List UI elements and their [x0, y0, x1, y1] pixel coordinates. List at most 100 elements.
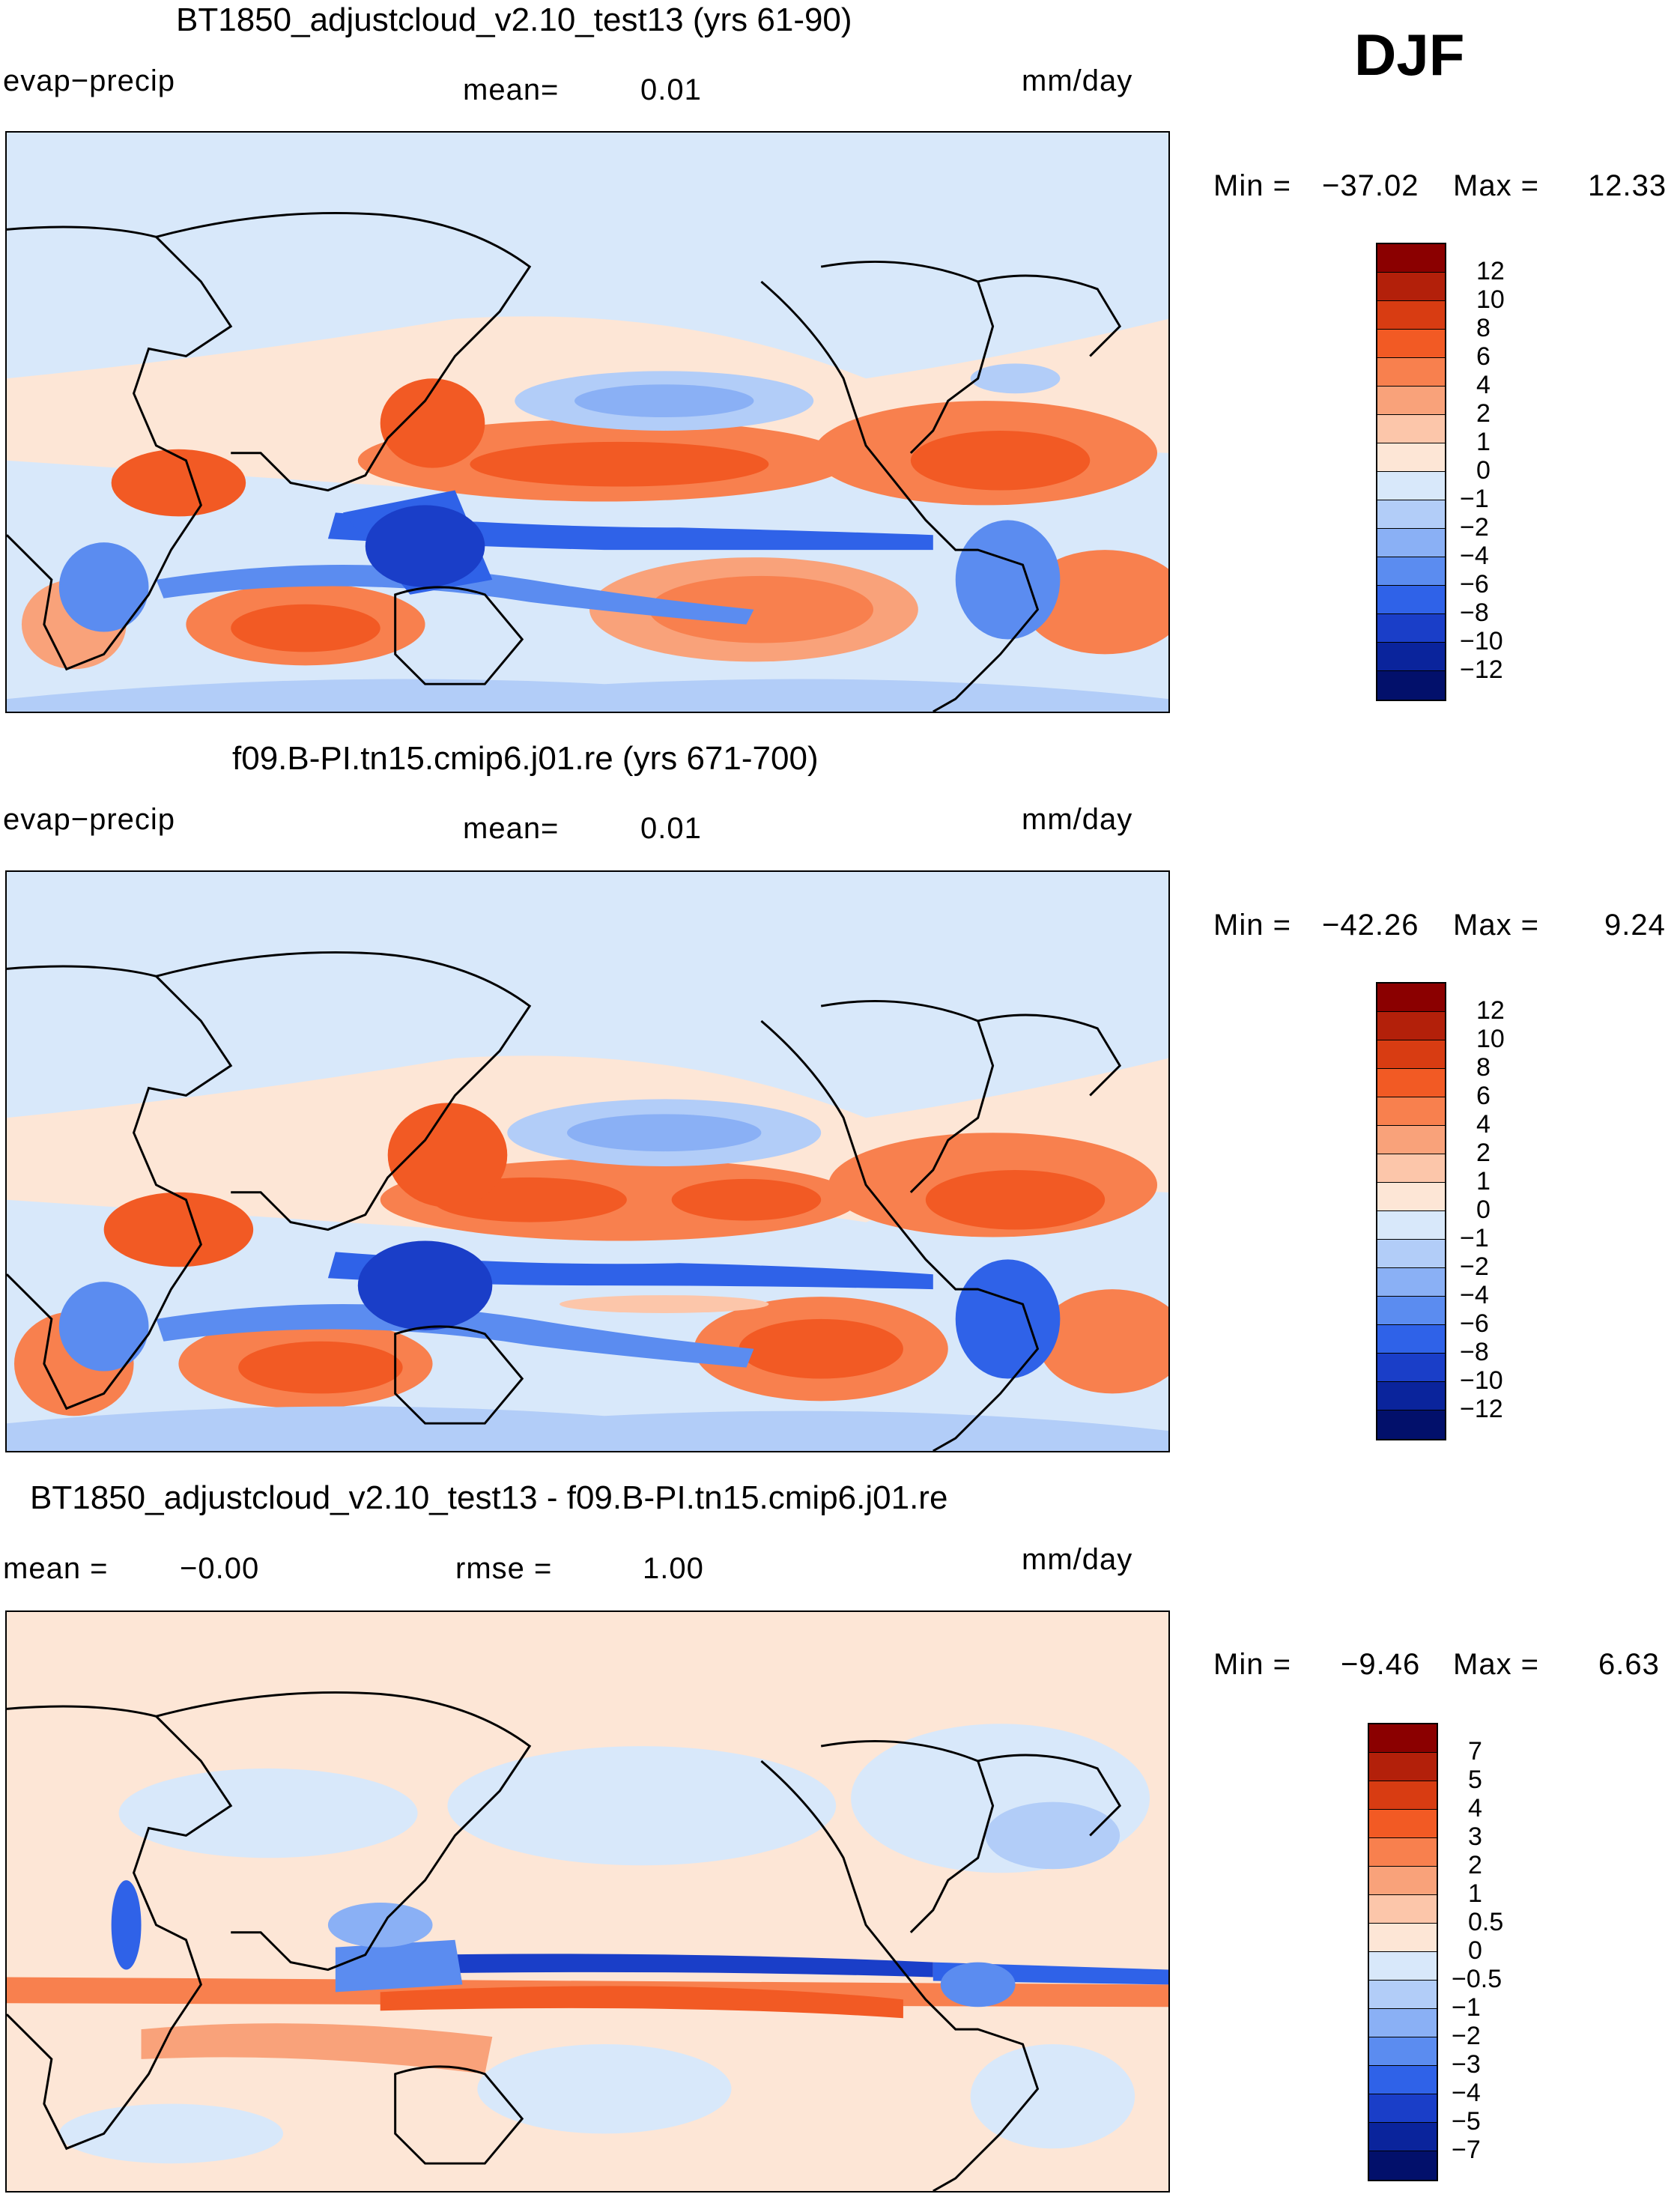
- panel1-min-value: −37.02: [1322, 169, 1419, 202]
- panel2-title: f09.B-PI.tn15.cmip6.j01.re (yrs 671-700): [232, 740, 819, 777]
- panel2-colorbar-tick-label: −1: [1460, 1224, 1489, 1252]
- panel3-colorbar-swatch: [1369, 2037, 1437, 2066]
- panel3-colorbar-swatches: [1368, 1723, 1438, 2181]
- panel1-colorbar-tick-label: −8: [1460, 599, 1489, 627]
- panel2-colorbar-tick-label: 10: [1476, 1025, 1505, 1053]
- panel3-units: mm/day: [1022, 1543, 1133, 1576]
- panel2-mean-value: 0.01: [640, 812, 702, 845]
- panel1-colorbar-swatch: [1377, 500, 1445, 529]
- panel1-mean-label: mean=: [463, 73, 560, 106]
- panel1-colorbar-swatch: [1377, 472, 1445, 500]
- panel2-colorbar-tick-label: 12: [1476, 996, 1505, 1025]
- panel1-colorbar-swatch: [1377, 586, 1445, 614]
- panel3-rmse-label: rmse =: [455, 1552, 553, 1585]
- panel2-colorbar-swatch: [1377, 1297, 1445, 1325]
- panel3-max-value: 6.63: [1598, 1648, 1660, 1681]
- panel2-colorbar-swatch: [1377, 1012, 1445, 1040]
- panel3-colorbar-tick-label: 3: [1468, 1822, 1482, 1851]
- panel2-colorbar-tick-label: 1: [1476, 1167, 1491, 1196]
- panel1-colorbar-swatches: [1376, 243, 1446, 701]
- panel3-colorbar-swatch: [1369, 2066, 1437, 2094]
- panel3-colorbar-tick-label: 5: [1468, 1766, 1482, 1794]
- panel1-colorbar-tick-label: −10: [1460, 627, 1503, 655]
- panel1-colorbar-swatch: [1377, 387, 1445, 415]
- panel3-colorbar-tick-label: 0: [1468, 1936, 1482, 1965]
- panel3-colorbar-tick-label: 4: [1468, 1794, 1482, 1822]
- panel2-colorbar-swatch: [1377, 1211, 1445, 1240]
- panel2-colorbar-swatches: [1376, 982, 1446, 1440]
- panel1-map: [5, 131, 1170, 713]
- panel2-colorbar-swatch: [1377, 1154, 1445, 1183]
- panel3-colorbar-tick-label: 0.5: [1468, 1908, 1504, 1936]
- panel3-mean-value: −0.00: [180, 1552, 260, 1585]
- panel2-colorbar-swatch: [1377, 1069, 1445, 1097]
- panel1-colorbar-swatch: [1377, 273, 1445, 301]
- panel2-min-label: Min =: [1213, 909, 1291, 942]
- panel2-colorbar-swatch: [1377, 1097, 1445, 1126]
- panel2-colorbar-tick-label: −12: [1460, 1395, 1503, 1423]
- panel2-min-value: −42.26: [1322, 909, 1419, 942]
- panel3-colorbar-tick-label: 2: [1468, 1851, 1482, 1879]
- panel1-colorbar-tick-label: 12: [1476, 257, 1505, 285]
- panel1-colorbar-swatch: [1377, 244, 1445, 273]
- panel1-colorbar-swatch: [1377, 358, 1445, 387]
- panel3-max-label: Max =: [1453, 1648, 1540, 1681]
- panel2-colorbar-tick-label: −4: [1460, 1281, 1489, 1309]
- panel3-colorbar-tick-label: −0.5: [1452, 1965, 1502, 1993]
- season-label: DJF: [1354, 22, 1465, 88]
- panel3-colorbar-tick-label: −4: [1452, 2079, 1481, 2107]
- panel3-colorbar-tick-label: −1: [1452, 1993, 1481, 2022]
- panel3-mean-label: mean =: [3, 1552, 109, 1585]
- panel1-colorbar-tick-label: −6: [1460, 570, 1489, 599]
- panel1-colorbar-tick-label: 8: [1476, 314, 1491, 342]
- panel2-max-value: 9.24: [1604, 909, 1666, 942]
- panel1-colorbar-tick-label: −2: [1460, 513, 1489, 542]
- panel2-colorbar-tick-label: 8: [1476, 1053, 1491, 1082]
- panel2-mean-label: mean=: [463, 812, 560, 845]
- panel1-colorbar-swatch: [1377, 614, 1445, 643]
- panel3-colorbar-swatch: [1369, 1781, 1437, 1810]
- panel2-colorbar-swatch: [1377, 1240, 1445, 1268]
- panel3-colorbar-swatch: [1369, 1810, 1437, 1838]
- panel3-colorbar-swatch: [1369, 1838, 1437, 1867]
- panel2-colorbar-tick-label: 4: [1476, 1110, 1491, 1139]
- panel3-colorbar-swatch: [1369, 2123, 1437, 2151]
- panel3-colorbar-swatch: [1369, 2009, 1437, 2037]
- panel3-colorbar-swatch: [1369, 1924, 1437, 1952]
- panel1-colorbar-tick-label: −4: [1460, 542, 1489, 570]
- panel2-units: mm/day: [1022, 803, 1133, 836]
- panel1-colorbar-tick-label: −12: [1460, 655, 1503, 684]
- panel3-colorbar-tick-label: −2: [1452, 2022, 1481, 2050]
- panel1-colorbar-swatch: [1377, 529, 1445, 557]
- panel3-colorbar-swatch: [1369, 1724, 1437, 1753]
- panel3-map: [5, 1610, 1170, 2193]
- panel1-colorbar-tick-label: 10: [1476, 285, 1505, 314]
- panel2-colorbar-swatch: [1377, 1354, 1445, 1382]
- panel1-min-label: Min =: [1213, 169, 1291, 202]
- panel1-colorbar-tick-label: 0: [1476, 456, 1491, 485]
- panel2-colorbar-tick-label: −2: [1460, 1252, 1489, 1281]
- panel3-colorbar-swatch: [1369, 2094, 1437, 2123]
- panel2-colorbar-swatch: [1377, 1325, 1445, 1354]
- panel1-colorbar-tick-label: 2: [1476, 399, 1491, 428]
- panel1-variable-label: evap−precip: [3, 64, 176, 97]
- panel2-colorbar-swatch: [1377, 1410, 1445, 1439]
- panel2-colorbar-swatch: [1377, 1126, 1445, 1154]
- panel3-colorbar-tick-label: −5: [1452, 2107, 1481, 2136]
- panel2-colorbar-swatch: [1377, 1183, 1445, 1211]
- panel1-title: BT1850_adjustcloud_v2.10_test13 (yrs 61-…: [176, 1, 852, 38]
- panel2-colorbar-tick-label: −10: [1460, 1366, 1503, 1395]
- panel3-colorbar-tick-label: −7: [1452, 2136, 1481, 2164]
- panel2-colorbar-tick-label: 6: [1476, 1082, 1491, 1110]
- panel2-variable-label: evap−precip: [3, 803, 176, 836]
- panel1-colorbar-swatch: [1377, 557, 1445, 586]
- panel3-min-value: −9.46: [1341, 1648, 1421, 1681]
- panel2-colorbar-swatch: [1377, 1382, 1445, 1410]
- panel2-colorbar-swatch: [1377, 984, 1445, 1012]
- panel1-colorbar-swatch: [1377, 643, 1445, 671]
- panel2-colorbar-tick-label: −8: [1460, 1338, 1489, 1366]
- panel1-colorbar-tick-label: 6: [1476, 342, 1491, 371]
- panel1-colorbar-tick-label: −1: [1460, 485, 1489, 513]
- panel3-colorbar-swatch: [1369, 1952, 1437, 1981]
- panel1-colorbar-swatch: [1377, 671, 1445, 700]
